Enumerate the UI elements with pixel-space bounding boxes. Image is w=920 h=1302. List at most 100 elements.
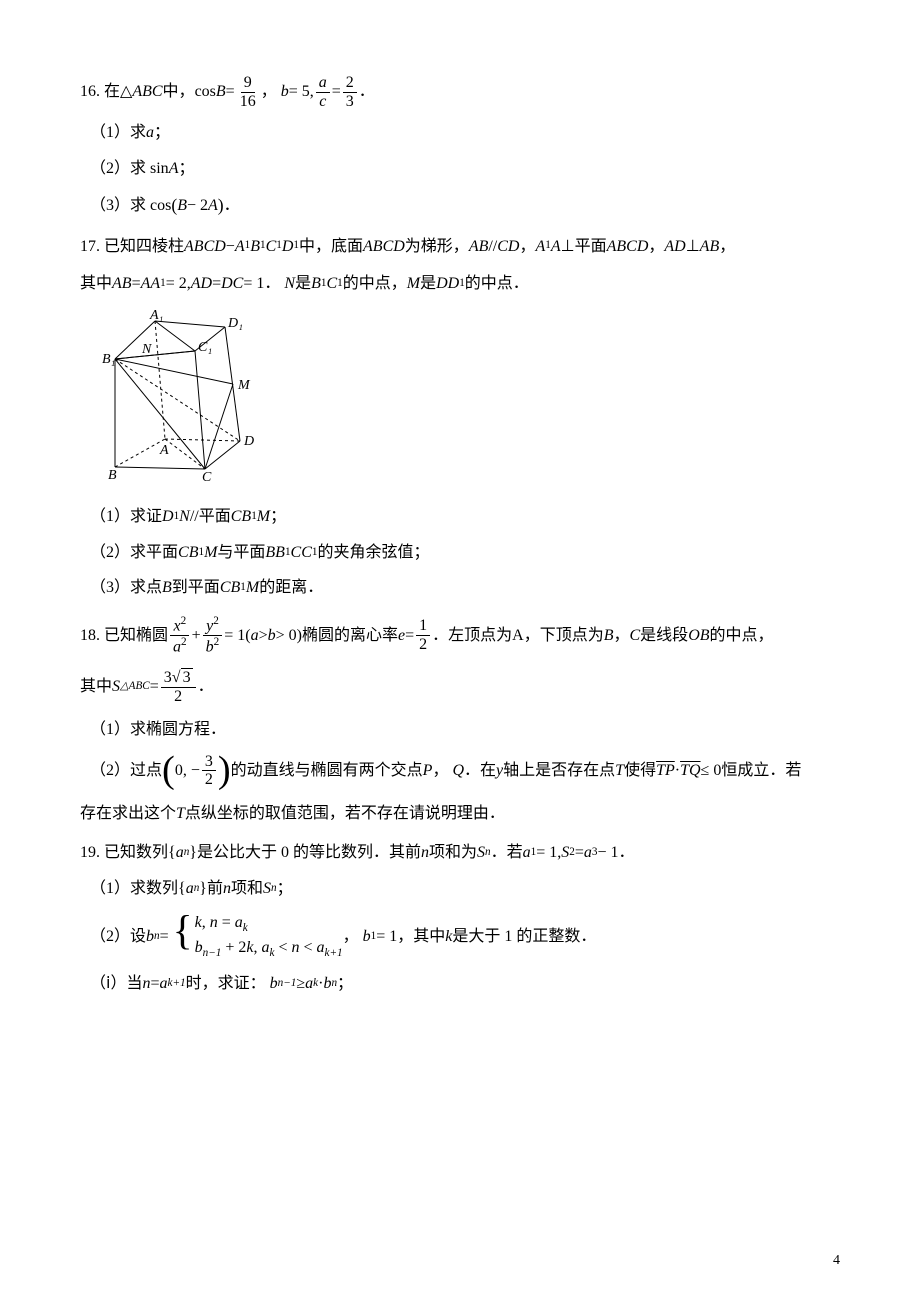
frac: 3√3 2 xyxy=(161,668,196,705)
v: M xyxy=(407,271,420,297)
t: = 1 xyxy=(376,924,397,950)
t: ， xyxy=(261,79,277,105)
lbl-A: A xyxy=(159,443,169,458)
v: CB xyxy=(231,504,251,530)
t: − xyxy=(226,234,235,260)
q19: 19. 已知数列{an} 是公比大于 0 的等比数列．其前n项和为Sn ．若a1… xyxy=(80,840,840,866)
a: a xyxy=(146,120,154,146)
v: AB xyxy=(112,271,132,297)
lbl-A1: A₁ xyxy=(149,309,163,323)
v: D xyxy=(282,234,294,260)
v: ABCD xyxy=(184,234,226,260)
q16-p1: （1）求 a ； xyxy=(90,120,840,146)
t: 前 xyxy=(207,876,223,902)
v: C xyxy=(630,623,641,649)
v: BB xyxy=(265,540,285,566)
t: < xyxy=(300,939,317,956)
t: 使得 xyxy=(624,758,656,784)
t: 到平面 xyxy=(172,575,220,601)
A: A xyxy=(169,156,179,182)
v: B xyxy=(162,575,172,601)
q17-diagram: A₁ B₁ C₁ D₁ N M A B C D xyxy=(100,309,840,493)
frac: 916 xyxy=(237,74,259,110)
v: CB xyxy=(220,575,240,601)
n: x xyxy=(173,617,180,634)
frac: x2 a2 xyxy=(170,615,190,656)
lbl-B: B xyxy=(108,468,117,483)
eq: = xyxy=(332,79,341,105)
s: 2 xyxy=(181,636,187,648)
t: ．若 xyxy=(491,840,523,866)
t: ，其中 xyxy=(397,924,445,950)
v: TQ xyxy=(680,758,700,784)
t: ⊥ xyxy=(561,234,575,260)
s: k xyxy=(243,922,248,934)
b: b xyxy=(281,79,289,105)
d: 3 xyxy=(343,93,357,111)
q17-p1: （1）求证 D1N // 平面 CB1M ； xyxy=(90,504,840,530)
s: k+1 xyxy=(325,947,343,959)
t: 是 xyxy=(295,271,311,297)
v: a xyxy=(523,840,531,866)
B: B xyxy=(216,79,226,105)
v: AD xyxy=(191,271,212,297)
t: > xyxy=(259,623,268,649)
t: + 2 xyxy=(221,939,246,956)
t: = xyxy=(150,674,159,700)
t: 0, − xyxy=(175,758,200,784)
v: B xyxy=(250,234,260,260)
t: 已知四棱柱 xyxy=(104,234,184,260)
v: OB xyxy=(688,623,709,649)
n: 2 xyxy=(343,74,357,93)
t: 在 xyxy=(104,79,120,105)
v: a xyxy=(176,840,184,866)
t: = 2, xyxy=(166,271,191,297)
d: 16 xyxy=(237,93,259,111)
t: 恒成立．若 xyxy=(721,758,801,784)
q19-p2: （2）设 bn = { k, n = ak bn−1 + 2k, ak < n … xyxy=(90,912,840,962)
v: S xyxy=(112,674,120,700)
t: （1）求 xyxy=(90,120,146,146)
t: ； xyxy=(154,120,170,146)
d: 2 xyxy=(202,771,216,789)
tri: △ xyxy=(120,79,132,105)
A: A xyxy=(208,193,218,219)
v: C xyxy=(266,234,277,260)
v: CD xyxy=(497,234,519,260)
lbl-N: N xyxy=(141,342,152,357)
t: 平面 xyxy=(199,504,231,530)
t: （2）求 sin xyxy=(90,156,169,182)
v: AA xyxy=(141,271,161,297)
lp: ( xyxy=(162,754,175,787)
t: 中，底面 xyxy=(299,234,363,260)
s: k+1 xyxy=(167,975,185,993)
t: 中， xyxy=(163,79,195,105)
rp: ) xyxy=(218,754,231,787)
cos: cos xyxy=(195,79,216,105)
v: AD xyxy=(664,234,685,260)
t: ．左顶点为A，下顶点为 xyxy=(432,623,604,649)
t: // xyxy=(190,504,199,530)
v: k xyxy=(246,939,253,956)
t: 的中点， xyxy=(710,623,774,649)
t: （3）求点 xyxy=(90,575,162,601)
t: − 1． xyxy=(597,840,634,866)
v: M xyxy=(246,575,259,601)
q17-num: 17. xyxy=(80,234,100,260)
v: b xyxy=(268,623,276,649)
t: > 0) xyxy=(276,623,302,649)
frac: y2 b2 xyxy=(203,615,223,656)
t: ⊥ xyxy=(686,234,700,260)
t: 与平面 xyxy=(217,540,265,566)
t: = xyxy=(212,271,221,297)
q18-l2: 其中 S△ABC = 3√3 2 ． xyxy=(80,668,840,705)
v: S xyxy=(477,840,485,866)
v: N xyxy=(284,271,295,297)
v: Q xyxy=(452,758,464,784)
t: 轴上是否存在点 xyxy=(503,758,615,784)
t: 存在求出这个 xyxy=(80,801,176,827)
q16-p3: （3）求 cos (B − 2A) ． xyxy=(90,191,840,219)
v: y xyxy=(496,758,503,784)
page-number: 4 xyxy=(833,1250,840,1272)
t: 已知数列 xyxy=(104,840,168,866)
